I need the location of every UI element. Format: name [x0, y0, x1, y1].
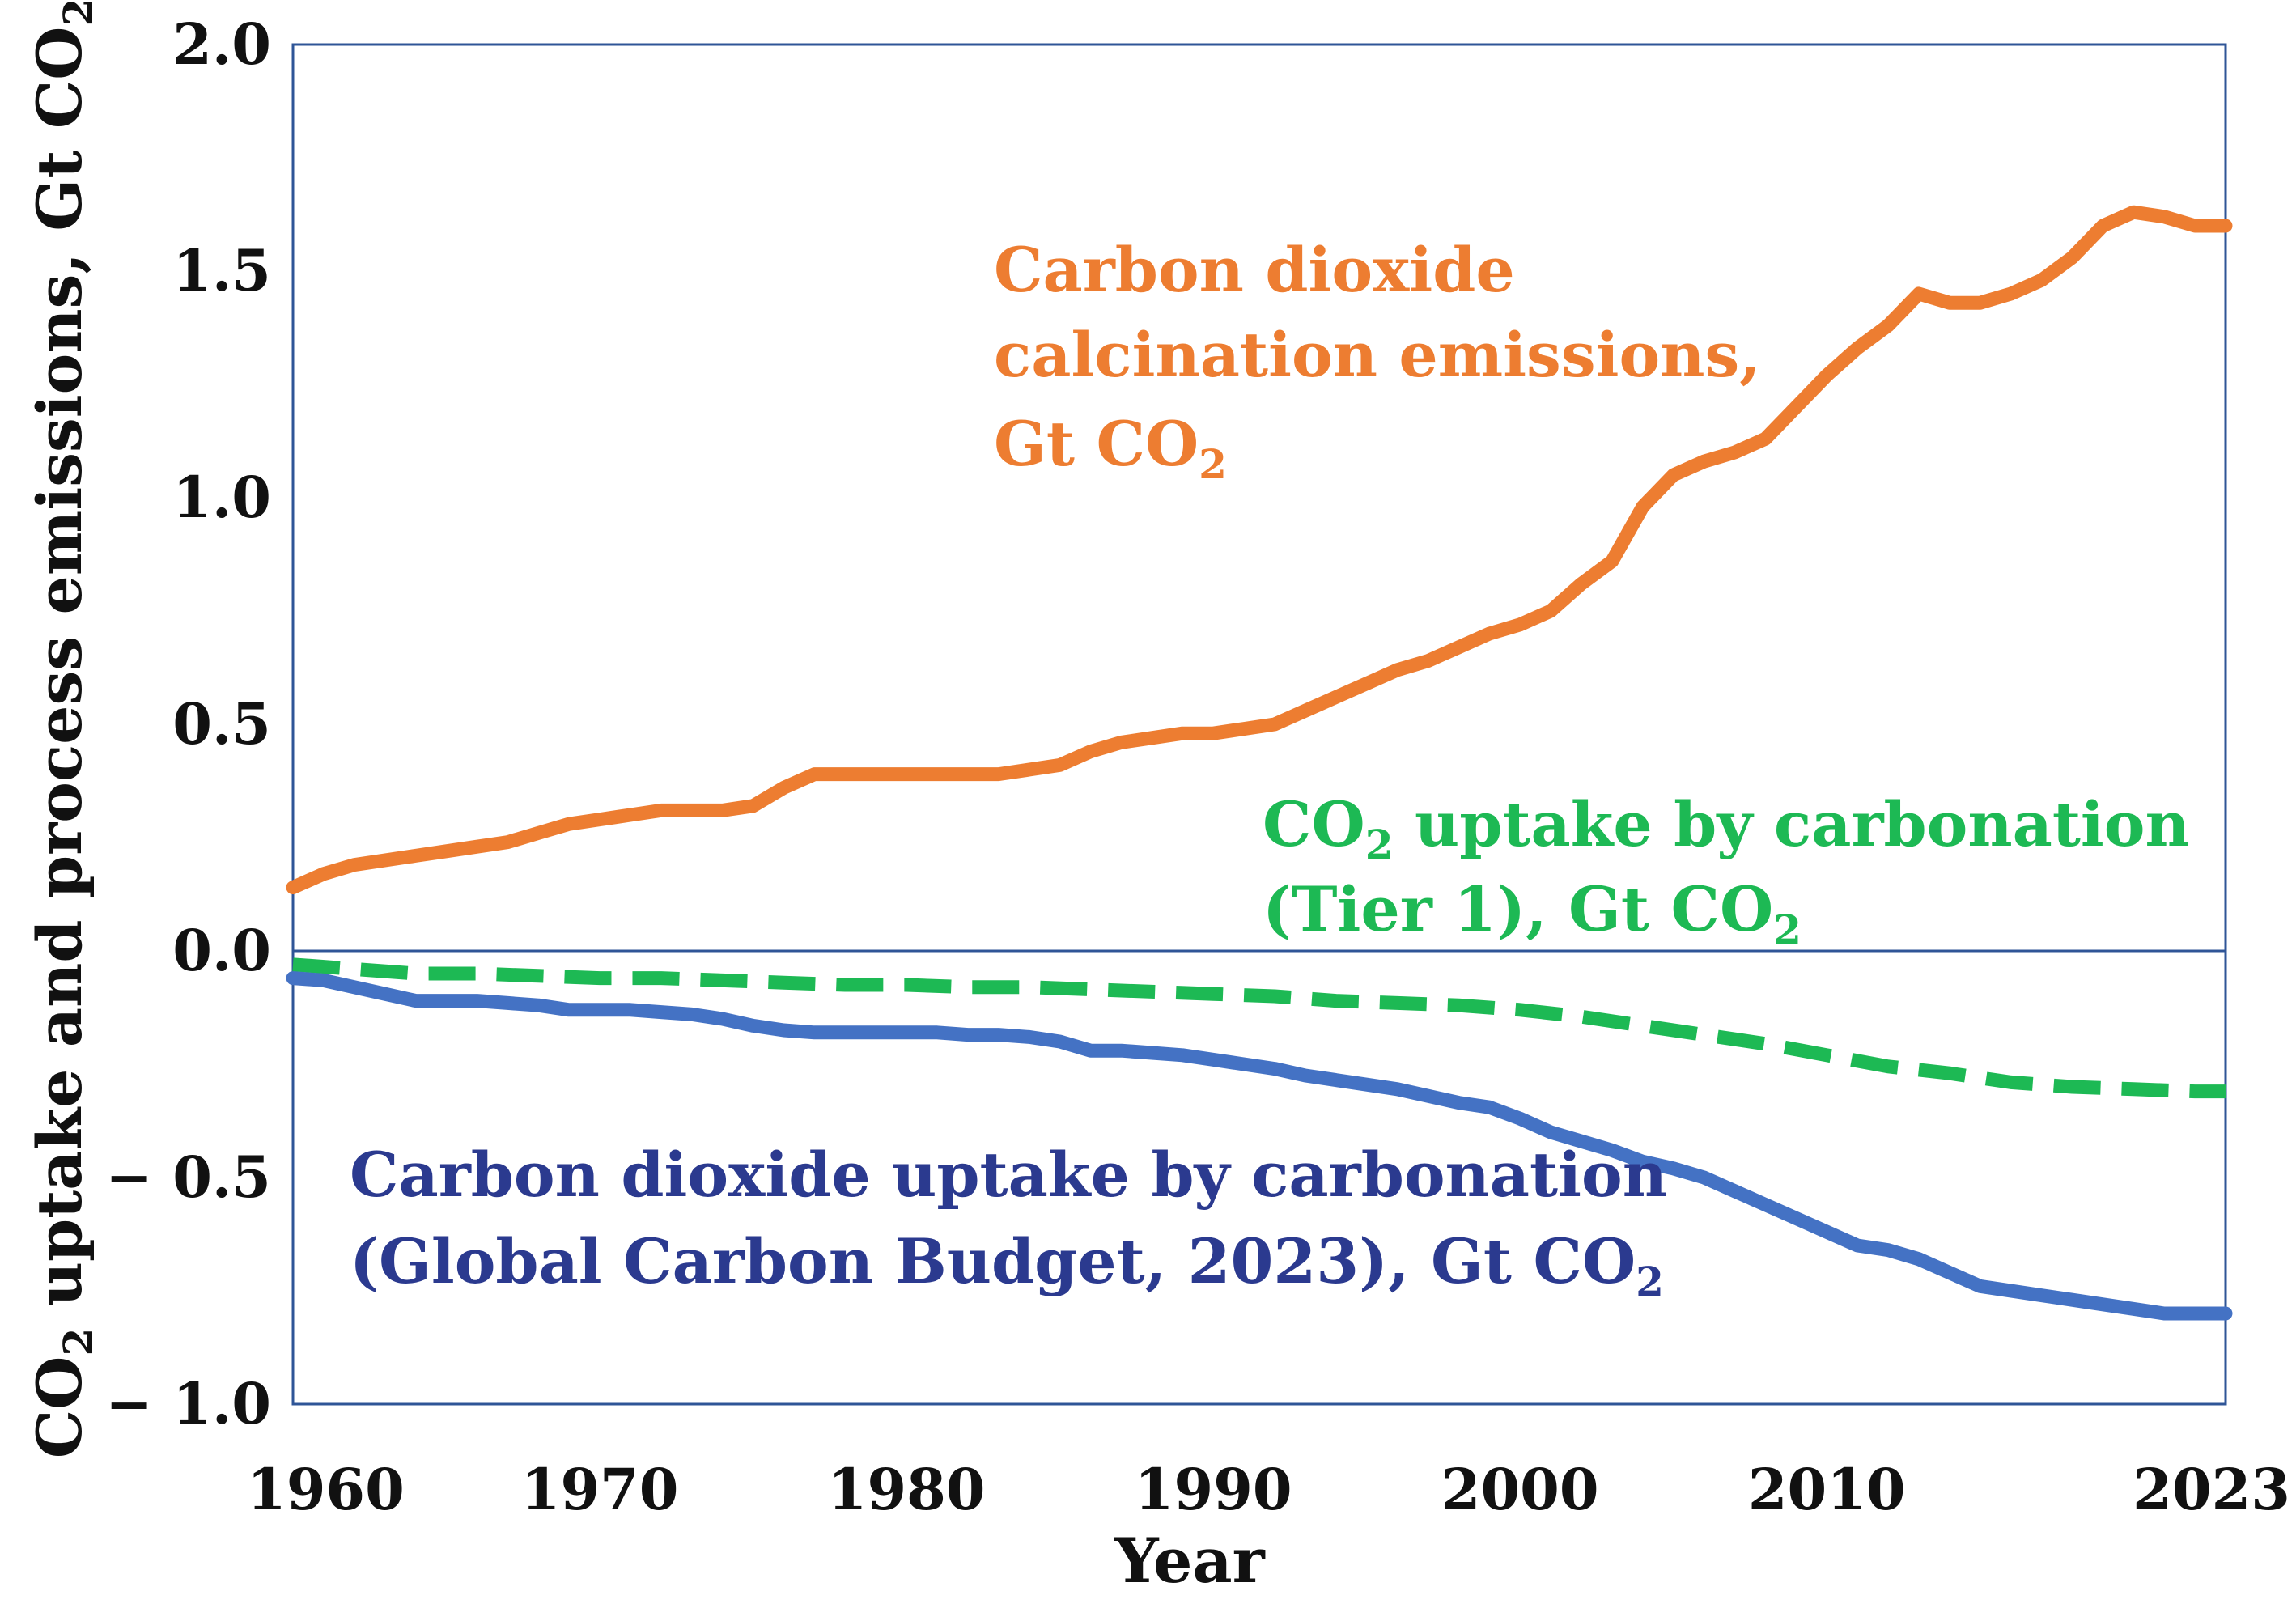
series-line-0 — [286, 205, 2233, 895]
x-tick-label: 2000 — [1441, 1456, 1599, 1523]
x-tick-label: 1980 — [828, 1456, 986, 1523]
y-tick-label: 1.0 — [172, 464, 271, 531]
x-tick-label: 1960 — [247, 1456, 405, 1523]
y-tick-label: − 0.5 — [105, 1144, 271, 1211]
annotation-calcination-line3: Gt CO2 — [994, 408, 1227, 488]
y-tick-label: 1.5 — [172, 237, 271, 304]
x-tick-label: 1970 — [521, 1456, 679, 1523]
x-tick-label: 1990 — [1135, 1456, 1292, 1523]
x-tick-label: 2023 — [2133, 1456, 2290, 1523]
y-axis-title-subscript: 2 — [54, 0, 102, 27]
series-line-1 — [292, 957, 2226, 1099]
y-tick-label: 0.5 — [172, 690, 271, 757]
annotation-calcination-line1: Carbon dioxide — [994, 234, 1515, 306]
y-axis-title-subscript: 2 — [54, 1328, 102, 1356]
annotation-calcination-line2: calcination emissions, — [994, 319, 1761, 391]
x-tick-label: 2010 — [1748, 1456, 1906, 1523]
plot-frame — [291, 43, 2227, 1406]
y-axis-title: CO2 uptake and process emissions, Gt CO2 — [23, 0, 102, 1458]
y-tick-label: − 1.0 — [105, 1370, 271, 1437]
annotation-gcb-line1: Carbon dioxide uptake by carbonation — [350, 1139, 1667, 1211]
series-line-2 — [286, 971, 2233, 1321]
annotation-gcb-line2: (Global Carbon Budget, 2023), Gt CO2 — [350, 1225, 1664, 1305]
y-axis-title-part: CO — [23, 1356, 95, 1459]
annotation-tier1-line2: (Tier 1), Gt CO2 — [1263, 873, 1802, 953]
y-axis-title-part: uptake and process emissions, Gt CO — [23, 27, 95, 1328]
annotation-tier1-line1: CO2 uptake by carbonation — [1263, 788, 2190, 868]
y-tick-label: 0.0 — [172, 917, 271, 984]
x-axis-title: Year — [1114, 1525, 1265, 1597]
y-tick-label: 2.0 — [172, 11, 271, 78]
